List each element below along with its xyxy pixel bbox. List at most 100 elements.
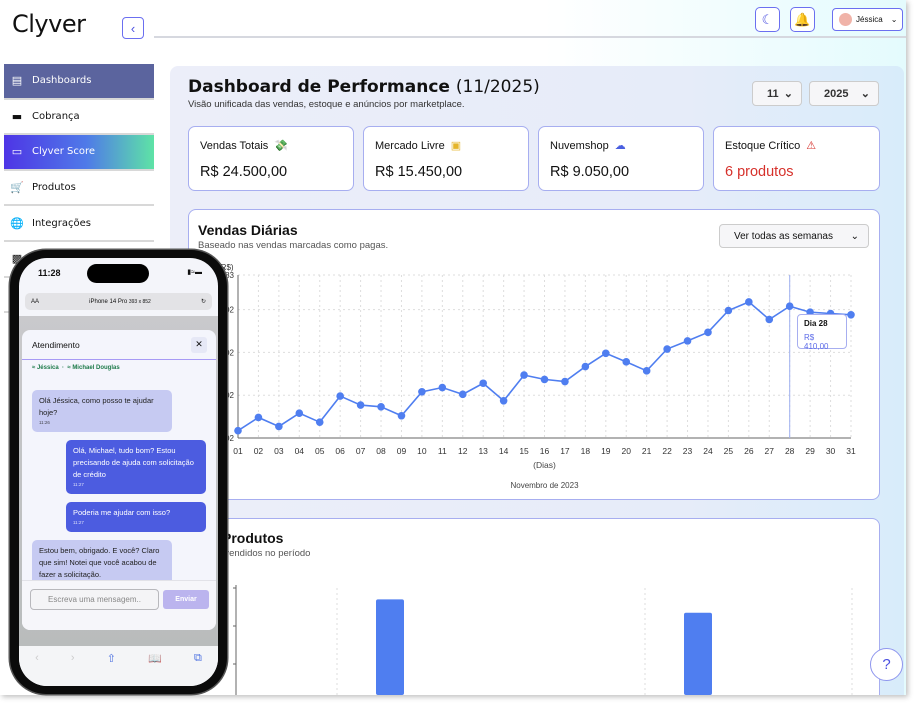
x-tick-label: 27	[765, 446, 775, 456]
x-tick-label: 12	[458, 446, 468, 456]
x-tick-label: 06	[335, 446, 345, 456]
x-tick-label: 15	[519, 446, 529, 456]
browser-toolbar: ‹ › ⇧ 📖 ⧉	[19, 646, 218, 686]
bell-icon: 🔔	[794, 11, 811, 27]
x-tick-label: 24	[703, 446, 713, 456]
products-panel: Produtos Produtos mais vendidos no perío…	[161, 518, 880, 695]
help-button[interactable]: ?	[870, 648, 903, 681]
user-menu[interactable]: Jéssica ⌄	[832, 8, 903, 31]
data-point	[356, 401, 365, 409]
data-point	[642, 367, 651, 375]
send-button[interactable]: Enviar	[163, 590, 209, 609]
sidebar-item-label: Cobrança	[32, 110, 80, 122]
chat-message: Olá Jéssica, como posso te ajudar hoje? 1…	[32, 390, 172, 432]
data-point	[602, 349, 610, 358]
chat-message: Olá, Michael, tudo bom? Estou precisando…	[66, 440, 206, 494]
browser-url-bar[interactable]: AA iPhone 14 Pro 393 x 852 ↻	[25, 293, 212, 310]
data-point	[520, 371, 528, 379]
data-point	[377, 402, 385, 411]
data-point	[479, 379, 488, 388]
chat-message: Estou bem, obrigado. E você? Claro que s…	[32, 540, 172, 580]
x-tick-label: 25	[724, 446, 734, 456]
week-filter-select[interactable]: Ver todas as semanas ⌄	[719, 224, 869, 248]
bookmarks-icon[interactable]: 📖	[148, 653, 162, 665]
y-tick-label: 483	[221, 271, 235, 280]
data-point	[336, 392, 344, 400]
x-tick-label: 04	[295, 446, 305, 456]
data-point	[397, 411, 406, 420]
reload-icon[interactable]: ↻	[200, 299, 206, 305]
x-tick-label: 21	[642, 446, 652, 456]
document-icon: ▩	[11, 252, 23, 266]
dark-mode-button[interactable]: ☾	[755, 7, 780, 32]
store-icon: ▣	[450, 140, 462, 152]
question-icon: ?	[882, 656, 891, 673]
data-point	[418, 387, 426, 396]
notifications-button[interactable]: 🔔	[790, 7, 815, 32]
chat-modal: Atendimento ✕ ≈ Jéssica · ≈ Michael Dougl…	[22, 330, 216, 630]
product-bar	[684, 612, 712, 695]
chart-tooltip: Dia 28 R$ 410,00	[797, 314, 847, 351]
money-trend-icon: 💸	[274, 140, 288, 152]
x-tick-label: 28	[785, 446, 795, 456]
sidebar-item-clyver-score[interactable]: ▭ Clyver Score	[4, 135, 154, 171]
x-tick-label: 22	[662, 446, 672, 456]
data-point	[683, 337, 692, 345]
x-tick-label: 05	[315, 446, 325, 456]
cloud-icon: ☁	[614, 140, 626, 152]
page-subtitle: Visão unificada das vendas, estoque e an…	[188, 99, 465, 110]
tabs-icon[interactable]: ⧉	[194, 652, 202, 664]
data-point	[295, 409, 304, 417]
chevron-down-icon: ⌄	[890, 15, 898, 24]
sidebar-item-cobranca[interactable]: ▬ Cobrança	[4, 100, 154, 136]
x-tick-label: 31	[846, 446, 856, 456]
data-point	[540, 375, 549, 384]
panel-subtitle: Produtos mais vendidos no período	[161, 548, 311, 559]
data-point	[275, 422, 283, 431]
globe-icon: 🌐	[10, 216, 24, 230]
year-select[interactable]: 2025 ⌄	[809, 81, 879, 106]
close-chat-button[interactable]: ✕	[191, 336, 207, 353]
y-axis-label: (R$)	[218, 263, 234, 272]
data-point	[234, 426, 242, 435]
share-icon[interactable]: ⇧	[106, 653, 116, 665]
x-tick-label: 11	[438, 446, 447, 456]
header-divider	[154, 36, 906, 38]
x-tick-label: 18	[581, 446, 591, 456]
x-tick-label: 26	[744, 446, 754, 456]
credit-card-icon: ▬	[11, 109, 23, 123]
collapse-sidebar-button[interactable]: ‹	[122, 17, 144, 39]
chevron-down-icon: ⌄	[783, 88, 793, 100]
bar-chart-icon: ▤	[11, 74, 23, 88]
chat-message: Poderia me ajudar com isso? 11:27	[66, 502, 206, 532]
forward-icon[interactable]: ›	[70, 652, 75, 664]
back-icon[interactable]: ‹	[35, 652, 39, 664]
sidebar-item-integracoes[interactable]: 🌐 Integrações	[4, 206, 154, 242]
sidebar-item-dashboards[interactable]: ▤ Dashboards	[4, 64, 154, 100]
message-input[interactable]: Escreva uma mensagem..	[30, 589, 159, 610]
data-point	[622, 358, 631, 366]
x-tick-label: 07	[356, 446, 366, 456]
data-point	[458, 390, 467, 399]
wallet-icon: ▭	[11, 145, 23, 159]
data-point	[499, 396, 508, 405]
x-tick-label: 16	[540, 446, 550, 456]
x-tick-label: 03	[274, 446, 284, 456]
chevron-left-icon: ‹	[130, 20, 136, 36]
x-tick-label: 30	[826, 446, 836, 456]
panel-subtitle: Baseado nas vendas marcadas como pagas.	[198, 240, 389, 251]
text-size-button[interactable]: AA	[31, 298, 40, 305]
y-tick-label: 302	[221, 348, 235, 357]
x-tick-label: 14	[499, 446, 509, 456]
month-select[interactable]: 11 ⌄	[752, 81, 802, 106]
data-point	[847, 310, 855, 319]
data-point	[254, 413, 263, 422]
sidebar-item-produtos[interactable]: 🛒 Produtos	[4, 171, 154, 207]
card-mercado-livre: Mercado Livre ▣ R$ 15.450,00	[363, 126, 529, 191]
card-vendas-totais: Vendas Totais 💸 R$ 24.500,00	[188, 126, 354, 191]
data-point	[704, 328, 712, 337]
status-time: 11:28	[38, 268, 61, 278]
card-nuvemshop: Nuvemshop ☁ R$ 9.050,00	[538, 126, 704, 191]
x-tick-label: 01	[233, 446, 243, 456]
products-chart	[233, 585, 853, 695]
